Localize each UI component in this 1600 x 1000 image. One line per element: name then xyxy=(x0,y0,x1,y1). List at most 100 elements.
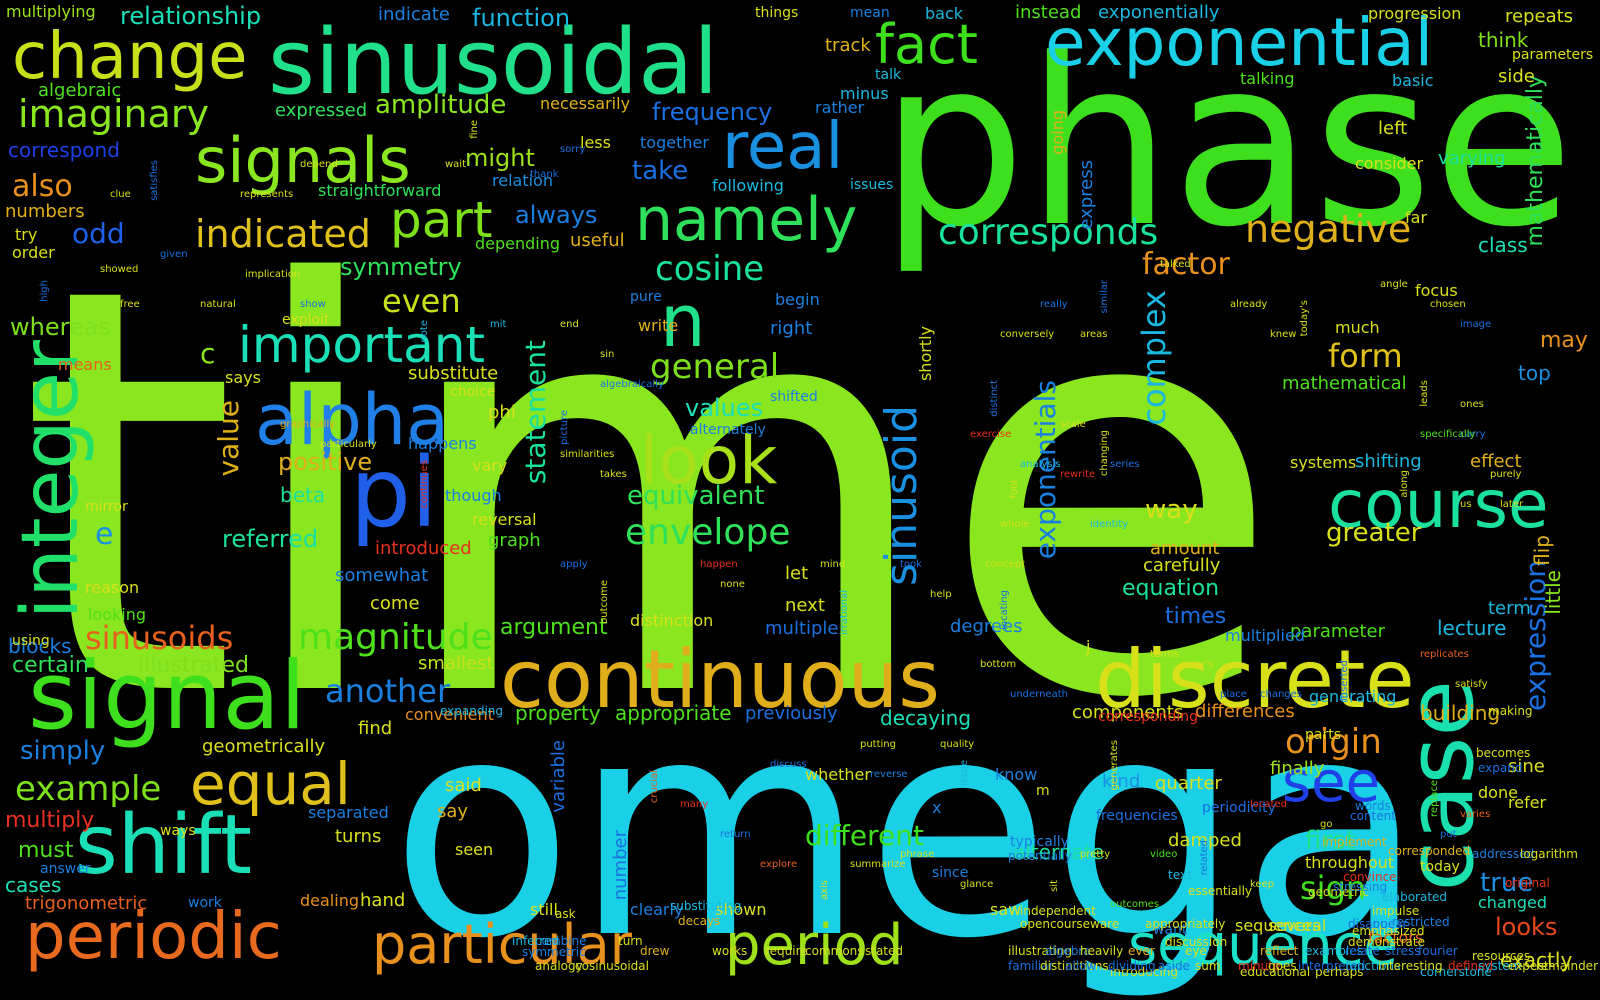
word-exactly: exactly xyxy=(1500,948,1573,972)
word-periodicity: periodicity xyxy=(1202,800,1276,816)
word-changes: changes xyxy=(1260,689,1303,700)
word-alternate: alternate xyxy=(1013,840,1104,864)
word-crucial: crucial xyxy=(649,770,660,804)
word-us: us xyxy=(1460,499,1472,510)
word-algebraically: algebraically xyxy=(600,379,664,390)
word-little: little xyxy=(1541,570,1565,615)
word-exercise: exercise xyxy=(970,429,1012,440)
word-complex: complex xyxy=(1135,290,1173,426)
word-educational: educational xyxy=(1240,965,1311,979)
word-mean: mean xyxy=(850,5,890,21)
word-always: always xyxy=(515,201,598,229)
word-track: track xyxy=(825,35,871,56)
word-convince: convince xyxy=(1343,870,1397,884)
word-familiar: familiar xyxy=(1008,959,1054,973)
word-pi: pi xyxy=(350,437,438,549)
word-n: n xyxy=(660,279,706,363)
word-exponentially: exponentially xyxy=(1098,2,1220,23)
word-exploit: exploit xyxy=(282,312,330,328)
word-amplitude: amplitude xyxy=(375,90,507,120)
word-return: return xyxy=(720,829,751,840)
word-later: later xyxy=(1500,499,1524,510)
word-issues: issues xyxy=(850,177,894,193)
word-value: value xyxy=(212,400,245,477)
word-turns: turns xyxy=(335,826,382,847)
word-place: place xyxy=(1220,689,1247,700)
word-previously: previously xyxy=(745,703,838,724)
word-particular: particular xyxy=(372,913,632,976)
word-multiply: multiply xyxy=(5,808,95,833)
word-cases: cases xyxy=(5,873,62,897)
word-cornerstone: cornerstone xyxy=(1420,965,1492,979)
word-minute: minute xyxy=(1238,959,1281,973)
word-first: first xyxy=(1305,826,1356,856)
word-c: c xyxy=(200,337,216,370)
word-satisfy: satisfy xyxy=(1455,679,1488,690)
word-multiple: multiple xyxy=(765,618,839,639)
word-negative: negative xyxy=(1245,207,1412,251)
word-demonstrate: demonstrate xyxy=(1348,935,1425,949)
word-represents: represents xyxy=(240,189,294,200)
word-minus: minus xyxy=(840,84,889,103)
word-takes: takes xyxy=(600,469,627,480)
word-part: part xyxy=(390,191,493,249)
word-begin: begin xyxy=(775,290,820,309)
word-summarize: summarize xyxy=(850,859,906,870)
word-took: took xyxy=(900,559,922,570)
word-work: work xyxy=(188,895,222,911)
word-generating: generating xyxy=(1309,687,1397,706)
word-sine: sine xyxy=(1508,756,1545,777)
word-specifically: specifically xyxy=(1420,429,1476,440)
word-let: let xyxy=(785,563,809,584)
word-since: since xyxy=(932,865,969,881)
word-stated: stated xyxy=(865,944,904,958)
word-along: along xyxy=(1399,470,1410,498)
word-odd: odd xyxy=(72,217,125,250)
word-talking: talking xyxy=(1240,69,1295,88)
word-shift: shift xyxy=(75,798,253,893)
word-namely: namely xyxy=(635,185,858,255)
word-changing: changing xyxy=(1099,430,1110,477)
word-algebraic: algebraic xyxy=(38,80,122,101)
word-potentially: potentially xyxy=(1008,849,1072,863)
word-frequencies: frequencies xyxy=(1096,808,1178,824)
word-distinct: distinct xyxy=(989,380,1000,417)
word-drew: drew xyxy=(640,944,670,958)
word-conversely: conversely xyxy=(1000,329,1055,340)
word-integer: integer xyxy=(6,340,96,620)
word-left: left xyxy=(1378,118,1408,139)
word-says: says xyxy=(225,368,261,387)
word-variable: variable xyxy=(548,740,569,813)
word-straightforward: straightforward xyxy=(318,181,442,200)
word-corresponding: corresponding xyxy=(1098,709,1198,725)
word-mit: mit xyxy=(490,319,507,330)
word-refer: refer xyxy=(1508,793,1547,812)
word-discussion: discussion xyxy=(1165,935,1228,949)
word-making: making xyxy=(1488,704,1533,718)
word-reflect: reflect xyxy=(1260,944,1299,958)
word-phi: phi xyxy=(488,402,516,423)
word-really: really xyxy=(1040,299,1068,310)
word-clearly: clearly xyxy=(630,900,684,919)
word-decaying: decaying xyxy=(880,706,972,730)
word-implication: implication xyxy=(245,269,301,280)
word-expressed: expressed xyxy=(275,100,368,121)
word-substitute: substitute xyxy=(408,363,499,384)
word-end: end xyxy=(560,319,579,330)
word-m: m xyxy=(1036,783,1050,799)
word-mathematical: mathematical xyxy=(1282,373,1407,394)
word-ways: ways xyxy=(160,823,196,839)
word-already: already xyxy=(1230,299,1268,310)
word-keep: keep xyxy=(1250,879,1275,890)
word-origin: origin xyxy=(1285,722,1382,762)
word-going: going xyxy=(1048,110,1067,155)
word-stressing: stressing xyxy=(1333,880,1388,894)
word-time: time xyxy=(18,169,1284,821)
word-issue: issue xyxy=(959,760,970,786)
word-decays: decays xyxy=(678,914,721,928)
word-choice: choice xyxy=(450,384,496,400)
word-necessarily: necessarily xyxy=(540,94,631,113)
word-changed: changed xyxy=(1478,893,1548,912)
word-sorry: sorry xyxy=(560,144,586,155)
word-form: form xyxy=(1328,337,1403,375)
